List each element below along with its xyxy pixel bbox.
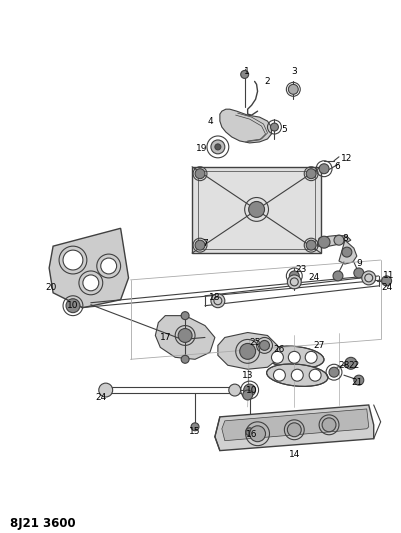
Ellipse shape (264, 346, 323, 368)
Text: 10: 10 (245, 385, 257, 394)
Circle shape (215, 144, 220, 150)
Circle shape (308, 369, 320, 381)
Text: 28: 28 (337, 361, 349, 370)
Text: 2: 2 (264, 77, 269, 86)
Circle shape (239, 343, 255, 359)
Polygon shape (155, 316, 215, 359)
Circle shape (99, 383, 112, 397)
Polygon shape (217, 333, 277, 369)
Circle shape (288, 84, 298, 94)
Circle shape (321, 418, 335, 432)
Circle shape (240, 70, 248, 78)
Circle shape (181, 312, 188, 320)
Text: 23: 23 (295, 265, 306, 274)
Circle shape (259, 341, 269, 350)
Circle shape (317, 236, 329, 248)
Circle shape (194, 169, 205, 179)
Text: 20: 20 (45, 284, 57, 292)
Circle shape (288, 351, 300, 364)
Text: 22: 22 (347, 361, 358, 370)
Circle shape (304, 351, 316, 364)
Text: 26: 26 (273, 345, 284, 354)
Circle shape (228, 384, 240, 396)
Circle shape (273, 369, 285, 381)
Circle shape (181, 356, 188, 364)
Circle shape (245, 428, 253, 436)
Circle shape (291, 369, 302, 381)
Circle shape (63, 250, 83, 270)
Circle shape (287, 423, 300, 437)
Circle shape (289, 271, 298, 281)
Circle shape (344, 357, 356, 369)
Text: 24: 24 (380, 284, 391, 292)
Text: 4: 4 (207, 117, 212, 126)
Circle shape (318, 164, 328, 174)
Text: 5: 5 (281, 125, 287, 134)
Text: 13: 13 (241, 370, 253, 379)
Circle shape (194, 240, 205, 250)
Circle shape (332, 271, 342, 281)
Polygon shape (221, 409, 368, 441)
Polygon shape (49, 228, 128, 308)
Circle shape (353, 375, 363, 385)
Circle shape (306, 240, 315, 250)
Text: 11: 11 (382, 271, 393, 280)
Text: 6: 6 (333, 162, 339, 171)
Text: 8J21 3600: 8J21 3600 (10, 518, 76, 530)
Text: 27: 27 (313, 341, 324, 350)
Text: 19: 19 (196, 144, 207, 154)
Circle shape (333, 235, 343, 245)
Text: 7: 7 (202, 239, 207, 248)
Circle shape (248, 201, 264, 217)
Circle shape (341, 247, 351, 257)
Polygon shape (219, 109, 271, 143)
Polygon shape (316, 235, 350, 246)
Text: 17: 17 (159, 333, 170, 342)
Circle shape (361, 271, 375, 285)
Circle shape (249, 426, 265, 442)
Text: 25: 25 (248, 338, 259, 347)
Circle shape (242, 390, 252, 400)
Circle shape (381, 276, 391, 286)
Text: 24: 24 (95, 392, 106, 401)
Circle shape (306, 169, 315, 179)
Circle shape (243, 384, 255, 396)
Text: 16: 16 (245, 430, 257, 439)
Text: 24: 24 (308, 273, 319, 282)
Circle shape (178, 328, 192, 342)
Circle shape (211, 140, 224, 154)
Circle shape (270, 123, 278, 131)
Text: 14: 14 (288, 450, 299, 459)
Polygon shape (215, 405, 373, 450)
Text: 21: 21 (350, 378, 362, 386)
Text: 18: 18 (209, 293, 220, 302)
Circle shape (353, 268, 363, 278)
Text: 9: 9 (355, 259, 361, 268)
Text: 1: 1 (243, 67, 249, 76)
Text: 10: 10 (67, 301, 79, 310)
Polygon shape (338, 240, 356, 264)
Text: 3: 3 (291, 67, 296, 76)
Circle shape (66, 299, 80, 313)
Circle shape (101, 258, 116, 274)
Circle shape (287, 275, 300, 289)
Circle shape (211, 294, 224, 308)
Circle shape (190, 423, 198, 431)
Ellipse shape (266, 364, 327, 386)
Circle shape (83, 275, 99, 291)
Circle shape (328, 367, 338, 377)
Circle shape (271, 351, 283, 364)
Text: 15: 15 (189, 427, 200, 436)
Text: 8: 8 (341, 233, 347, 243)
Polygon shape (192, 167, 320, 253)
Text: 12: 12 (340, 155, 352, 163)
